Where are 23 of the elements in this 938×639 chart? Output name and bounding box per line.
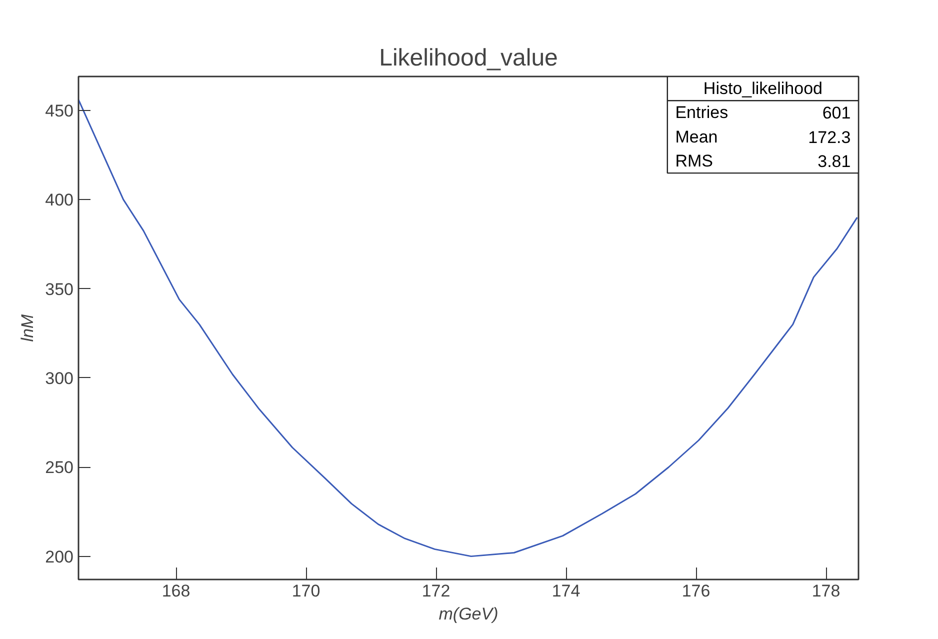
x-tick-label: 178 (812, 582, 840, 600)
chart-title: Likelihood_value (379, 44, 558, 72)
annotation: 601 (822, 104, 851, 123)
x-tick-label: 170 (292, 582, 320, 600)
annotation: Entries (675, 103, 728, 122)
y-tick-label: 250 (45, 458, 74, 478)
y-tick-label: 300 (45, 368, 74, 388)
annotation: Mean (675, 127, 718, 146)
x-axis-title: m(GeV) (438, 604, 498, 624)
annotation: 3.81 (818, 152, 851, 172)
x-tick-label: 172 (422, 582, 450, 600)
x-tick-label: 168 (162, 582, 190, 600)
y-axis-title: lnM (18, 313, 38, 342)
annotation: RMS (675, 152, 713, 171)
y-tick-label: 450 (45, 101, 74, 120)
y-tick-label: 200 (45, 547, 74, 566)
line-series (78, 98, 858, 558)
y-tick-label: 350 (45, 280, 74, 299)
y-tick-label: 400 (45, 190, 74, 210)
annotation: 172.3 (808, 128, 851, 147)
x-tick-label: 176 (682, 582, 710, 600)
x-tick-label: 174 (552, 582, 580, 600)
annotation: Histo_likelihood (703, 79, 822, 98)
